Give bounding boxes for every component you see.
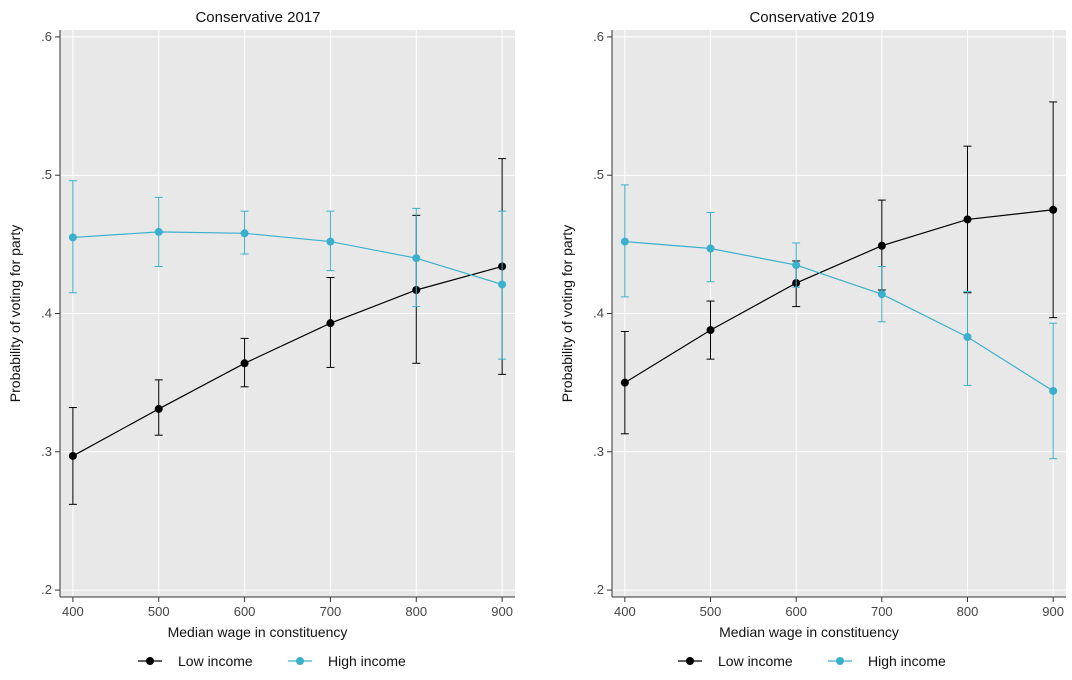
data-point (68, 451, 77, 460)
data-point (326, 319, 335, 328)
y-tick-label: .6 (41, 29, 52, 44)
data-point (877, 290, 886, 299)
data-point (1049, 205, 1058, 214)
series-line (624, 209, 1054, 384)
series-line (72, 265, 503, 457)
series-high-income (620, 184, 1058, 460)
legend-label: Low income (718, 653, 793, 669)
y-tick-label: .3 (41, 444, 52, 459)
x-tick-label: 600 (785, 604, 807, 619)
x-tick-label: 800 (405, 604, 427, 619)
x-tick-label: 500 (700, 604, 722, 619)
legend-label: High income (328, 653, 406, 669)
y-axis-label: Probability of voting for party (7, 225, 23, 402)
legend-label: High income (868, 653, 946, 669)
x-axis-label: Median wage in constituency (168, 624, 348, 640)
data-point (620, 237, 629, 246)
data-point (240, 229, 249, 238)
x-tick-label: 800 (957, 604, 979, 619)
data-point (68, 233, 77, 242)
data-point (792, 261, 801, 270)
y-tick-label: .4 (41, 306, 52, 321)
data-point (963, 333, 972, 342)
data-point (154, 404, 163, 413)
x-tick-label: 700 (320, 604, 342, 619)
y-tick-label: .5 (41, 167, 52, 182)
data-point (498, 280, 507, 289)
data-point (706, 244, 715, 253)
chart-title: Conservative 2019 (749, 9, 874, 26)
x-tick-label: 600 (234, 604, 256, 619)
x-tick-label: 500 (148, 604, 170, 619)
legend: Low income High income (138, 653, 406, 669)
y-tick-label: .5 (593, 167, 604, 182)
legend: Low income High income (678, 653, 946, 669)
legend-marker (686, 657, 694, 665)
data-point (1049, 386, 1058, 395)
data-point (706, 326, 715, 335)
chart-title: Conservative 2017 (195, 9, 320, 26)
data-point (963, 215, 972, 224)
x-tick-label: 900 (491, 604, 513, 619)
data-point (240, 359, 249, 368)
y-tick-label: .3 (593, 444, 604, 459)
x-axis-label: Median wage in constituency (719, 624, 899, 640)
y-axis-label: Probability of voting for party (559, 225, 575, 402)
series-line (624, 240, 1054, 392)
data-point (154, 227, 163, 236)
chart-panel-1: .2 .3 .4 .5 .6 400 500 600 700 800 900 Conservative… (7, 9, 515, 669)
data-point (412, 254, 421, 263)
series-high-income (68, 180, 507, 360)
data-point (877, 241, 886, 250)
y-tick-label: .2 (41, 582, 52, 597)
data-point (326, 237, 335, 246)
legend-marker (296, 657, 304, 665)
data-point (620, 378, 629, 387)
x-tick-label: 400 (62, 604, 84, 619)
y-tick-label: .2 (593, 582, 604, 597)
series-low-income (68, 158, 507, 505)
chart-panel-2: .2 .3 .4 .5 .6 400 500 600 700 800 900 Conservative… (559, 9, 1066, 669)
y-tick-label: .6 (593, 29, 604, 44)
legend-marker (146, 657, 154, 665)
x-tick-label: 900 (1042, 604, 1064, 619)
x-tick-label: 400 (614, 604, 636, 619)
x-tick-label: 700 (871, 604, 893, 619)
y-tick-label: .4 (593, 306, 604, 321)
legend-label: Low income (178, 653, 253, 669)
series-line (72, 231, 503, 286)
legend-marker (836, 657, 844, 665)
